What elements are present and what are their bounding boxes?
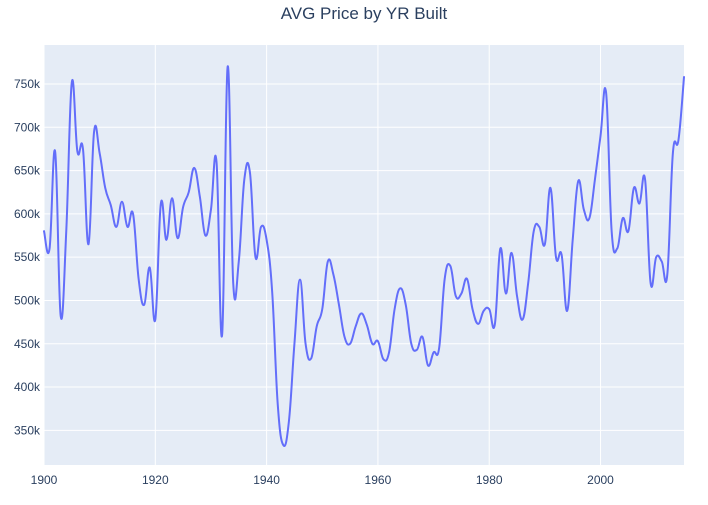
y-tick-label: 600k	[14, 207, 41, 221]
y-tick-label: 500k	[14, 293, 41, 307]
y-tick-label: 400k	[14, 380, 41, 394]
y-tick-label: 450k	[14, 337, 41, 351]
x-tick-label: 1920	[142, 473, 169, 487]
x-tick-label: 1900	[31, 473, 58, 487]
x-tick-label: 2000	[587, 473, 614, 487]
series-layer	[43, 65, 685, 447]
x-gridlines	[43, 45, 602, 465]
y-gridlines	[44, 83, 684, 431]
y-tick-label: 700k	[14, 120, 41, 134]
y-tick-label: 550k	[14, 250, 41, 264]
x-axis-ticks: 1900 1920 1940 1960 1980 2000	[31, 473, 615, 487]
chart-title: AVG Price by YR Built	[281, 4, 448, 23]
y-tick-label: 350k	[14, 423, 41, 437]
x-tick-label: 1980	[476, 473, 503, 487]
y-tick-label: 750k	[14, 77, 41, 91]
series-line-0	[43, 65, 685, 447]
plot-background	[44, 45, 684, 465]
y-axis-ticks: 350k 400k 450k 500k 550k 600k 650k 700k 750k	[14, 77, 41, 437]
x-tick-label: 1940	[253, 473, 280, 487]
y-tick-label: 650k	[14, 164, 41, 178]
x-tick-label: 1960	[365, 473, 392, 487]
